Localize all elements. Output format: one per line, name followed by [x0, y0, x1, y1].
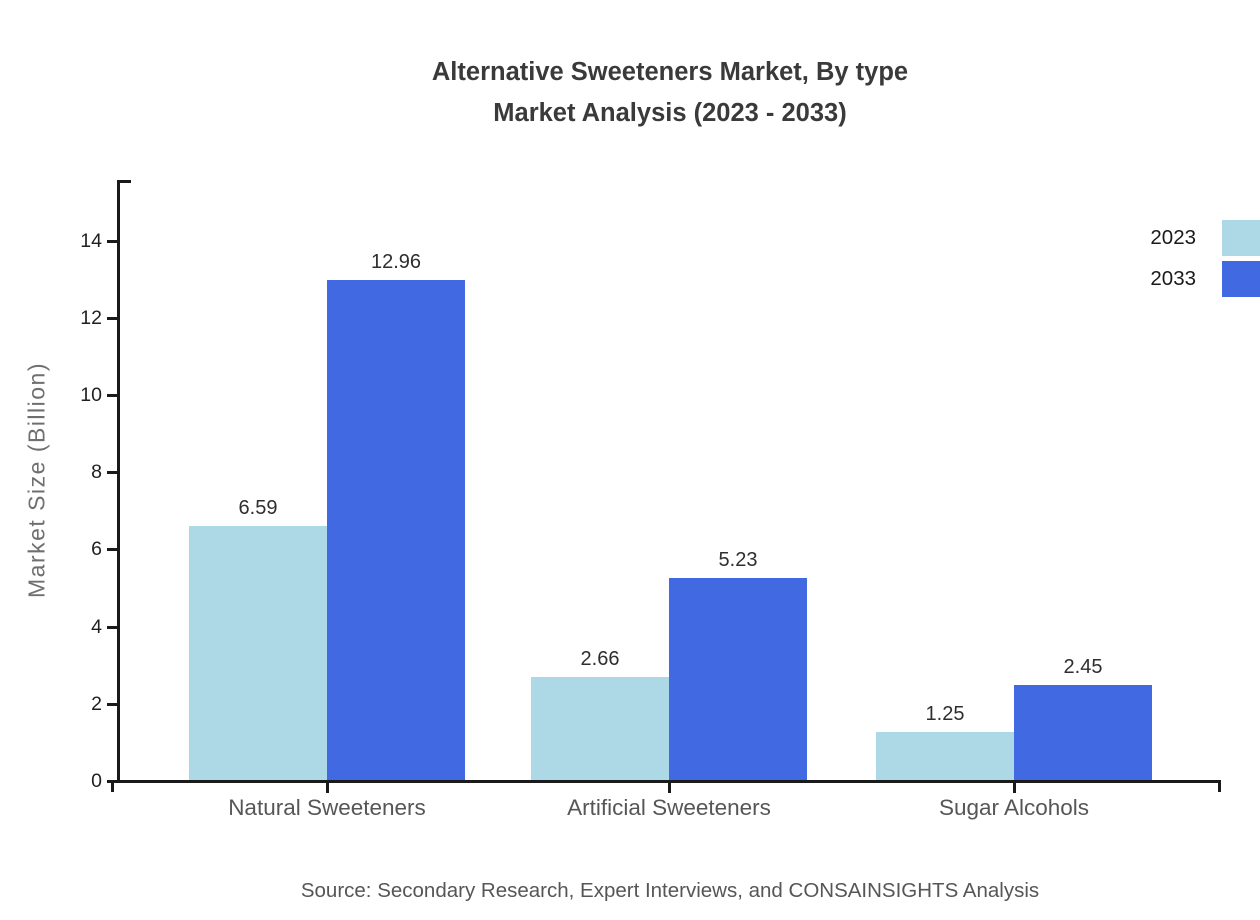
y-tick-label: 10 — [80, 384, 102, 406]
y-tick-label: 8 — [91, 461, 102, 484]
y-tick-label: 12 — [80, 306, 102, 329]
source-note: Source: Secondary Research, Expert Inter… — [300, 879, 1040, 902]
bar — [531, 677, 669, 780]
legend-swatch — [1222, 261, 1260, 297]
y-tick-label: 2 — [91, 692, 102, 715]
x-tick — [668, 783, 671, 793]
y-axis-top-cap — [117, 180, 131, 183]
x-axis-category-label: Artificial Sweeteners — [567, 795, 771, 820]
bar — [669, 578, 807, 780]
bar — [876, 731, 1014, 780]
y-tick — [107, 316, 117, 320]
legend-label: 2033 — [1150, 267, 1196, 290]
legend-swatch — [1222, 220, 1260, 256]
chart-title: Alternative Sweeteners Market, By type M… — [80, 52, 1260, 134]
y-axis-line — [117, 180, 120, 783]
y-tick-label: 4 — [91, 615, 102, 638]
bar — [189, 525, 327, 780]
x-axis-right-cap — [1218, 780, 1221, 792]
bar — [1014, 685, 1152, 780]
chart-title-line1: Alternative Sweeteners Market, By type — [431, 58, 909, 86]
x-axis-category-label: Sugar Alcohols — [938, 795, 1090, 820]
legend-label: 2023 — [1150, 226, 1196, 249]
y-tick-label: 0 — [91, 770, 102, 792]
y-tick — [107, 780, 117, 783]
x-axis-line — [111, 780, 1221, 783]
x-axis-left-cap — [111, 780, 114, 792]
y-tick — [107, 702, 117, 706]
x-tick — [1013, 783, 1016, 793]
y-tick-label: 6 — [91, 538, 102, 561]
chart-title-line2: Market Analysis (2023 - 2033) — [493, 99, 847, 127]
bar — [327, 279, 465, 780]
bar-value-label: 5.23 — [718, 549, 758, 572]
bar-value-label: 2.66 — [580, 648, 620, 671]
y-tick — [107, 625, 117, 629]
bar-value-label: 1.25 — [925, 702, 965, 725]
y-tick — [107, 394, 117, 397]
y-tick — [107, 471, 117, 475]
bar-value-label: 2.45 — [1063, 656, 1103, 679]
x-tick — [326, 783, 329, 793]
x-axis-category-label: Natural Sweeteners — [228, 795, 426, 820]
bar-value-label: 6.59 — [238, 496, 278, 519]
y-tick — [107, 239, 117, 243]
bar-value-label: 12.96 — [370, 250, 422, 273]
y-tick — [107, 548, 117, 552]
y-tick-label: 14 — [80, 229, 102, 252]
